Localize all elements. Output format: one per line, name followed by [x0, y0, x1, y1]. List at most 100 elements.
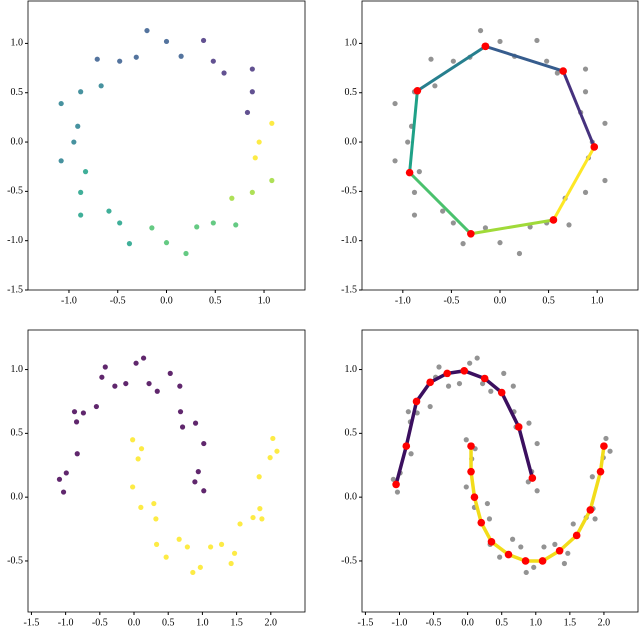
point — [554, 70, 560, 76]
curve-segment — [484, 44, 564, 73]
x-tick-label: 0.5 — [495, 617, 508, 628]
point — [154, 388, 160, 394]
point — [183, 250, 189, 257]
point — [179, 424, 186, 430]
point — [607, 448, 613, 454]
point — [197, 564, 203, 570]
point — [474, 355, 480, 361]
point — [56, 476, 63, 482]
point — [123, 380, 129, 387]
point — [416, 169, 422, 175]
axes-frame — [361, 329, 639, 613]
point — [195, 469, 201, 475]
point — [250, 514, 256, 521]
point — [201, 440, 207, 447]
point — [94, 56, 100, 62]
x-tick-label: 1.5 — [564, 617, 577, 628]
point — [231, 550, 238, 556]
point — [126, 241, 133, 247]
point — [589, 474, 595, 480]
x-tick-label: 2.0 — [265, 617, 278, 628]
point — [58, 158, 64, 164]
point — [228, 560, 234, 567]
point — [510, 536, 516, 542]
x-tick-label: 0.0 — [494, 295, 507, 306]
point — [178, 53, 184, 59]
point — [510, 383, 516, 389]
point — [208, 544, 214, 550]
point — [74, 451, 80, 457]
point — [149, 225, 155, 231]
node — [480, 374, 489, 383]
point — [392, 100, 398, 107]
point — [201, 488, 207, 494]
x-tick-label: 1.0 — [591, 295, 604, 306]
point — [405, 139, 411, 145]
curve — [394, 369, 535, 485]
node — [443, 369, 451, 378]
point — [467, 360, 473, 366]
point — [133, 54, 139, 60]
y-tick-label: -0.5 — [7, 555, 23, 566]
x-tick-label: -1.5 — [23, 617, 39, 628]
point — [60, 489, 67, 495]
point — [210, 220, 216, 226]
node — [514, 423, 523, 431]
x-tick-label: 2.0 — [598, 617, 611, 628]
point — [531, 564, 537, 570]
node — [586, 506, 595, 514]
point — [411, 212, 418, 218]
point — [184, 544, 190, 550]
point — [602, 177, 608, 184]
point — [541, 544, 547, 550]
y-tick-label: 0.5 — [345, 87, 358, 98]
point — [80, 410, 86, 416]
panel: -1.0 -0.5 0.0 0.5 1.0 1.0 0.5 0.0 -0.5 -1.0 -1.5 — [341, 0, 639, 306]
x-tick-label: 0.0 — [461, 617, 474, 628]
point — [394, 489, 401, 495]
point — [82, 169, 89, 175]
axes-frame — [27, 329, 306, 613]
point — [210, 58, 216, 64]
point — [130, 437, 136, 443]
point — [445, 383, 452, 389]
point — [428, 56, 434, 62]
curve-segment — [561, 70, 596, 148]
point — [117, 220, 123, 226]
point — [177, 383, 183, 389]
point — [257, 506, 263, 512]
point — [99, 374, 105, 380]
point — [176, 536, 182, 542]
point — [98, 83, 104, 89]
point — [249, 189, 255, 195]
point — [270, 435, 276, 442]
node — [504, 550, 513, 559]
point — [486, 516, 493, 522]
point — [259, 516, 265, 522]
point — [78, 189, 84, 195]
node — [470, 493, 479, 501]
point — [534, 37, 540, 44]
point — [582, 89, 589, 95]
point — [192, 420, 199, 426]
curve-segment — [408, 171, 472, 235]
y-tick-label: -1.0 — [341, 235, 357, 246]
point — [229, 195, 235, 201]
y-tick-label: -0.5 — [341, 186, 357, 197]
point — [163, 554, 169, 560]
point — [566, 222, 572, 228]
node — [596, 467, 605, 476]
x-tick-label: -1.5 — [357, 617, 373, 628]
point — [552, 541, 558, 547]
point — [450, 58, 456, 64]
point — [144, 27, 150, 34]
x-tick-label: -1.0 — [392, 617, 408, 628]
y-tick-label: 0.0 — [11, 491, 24, 502]
x-tick-label: 1.5 — [230, 617, 243, 628]
node — [467, 229, 475, 238]
point — [71, 139, 77, 145]
node — [528, 474, 537, 482]
node — [497, 388, 506, 397]
node — [392, 480, 400, 489]
point — [75, 123, 81, 129]
